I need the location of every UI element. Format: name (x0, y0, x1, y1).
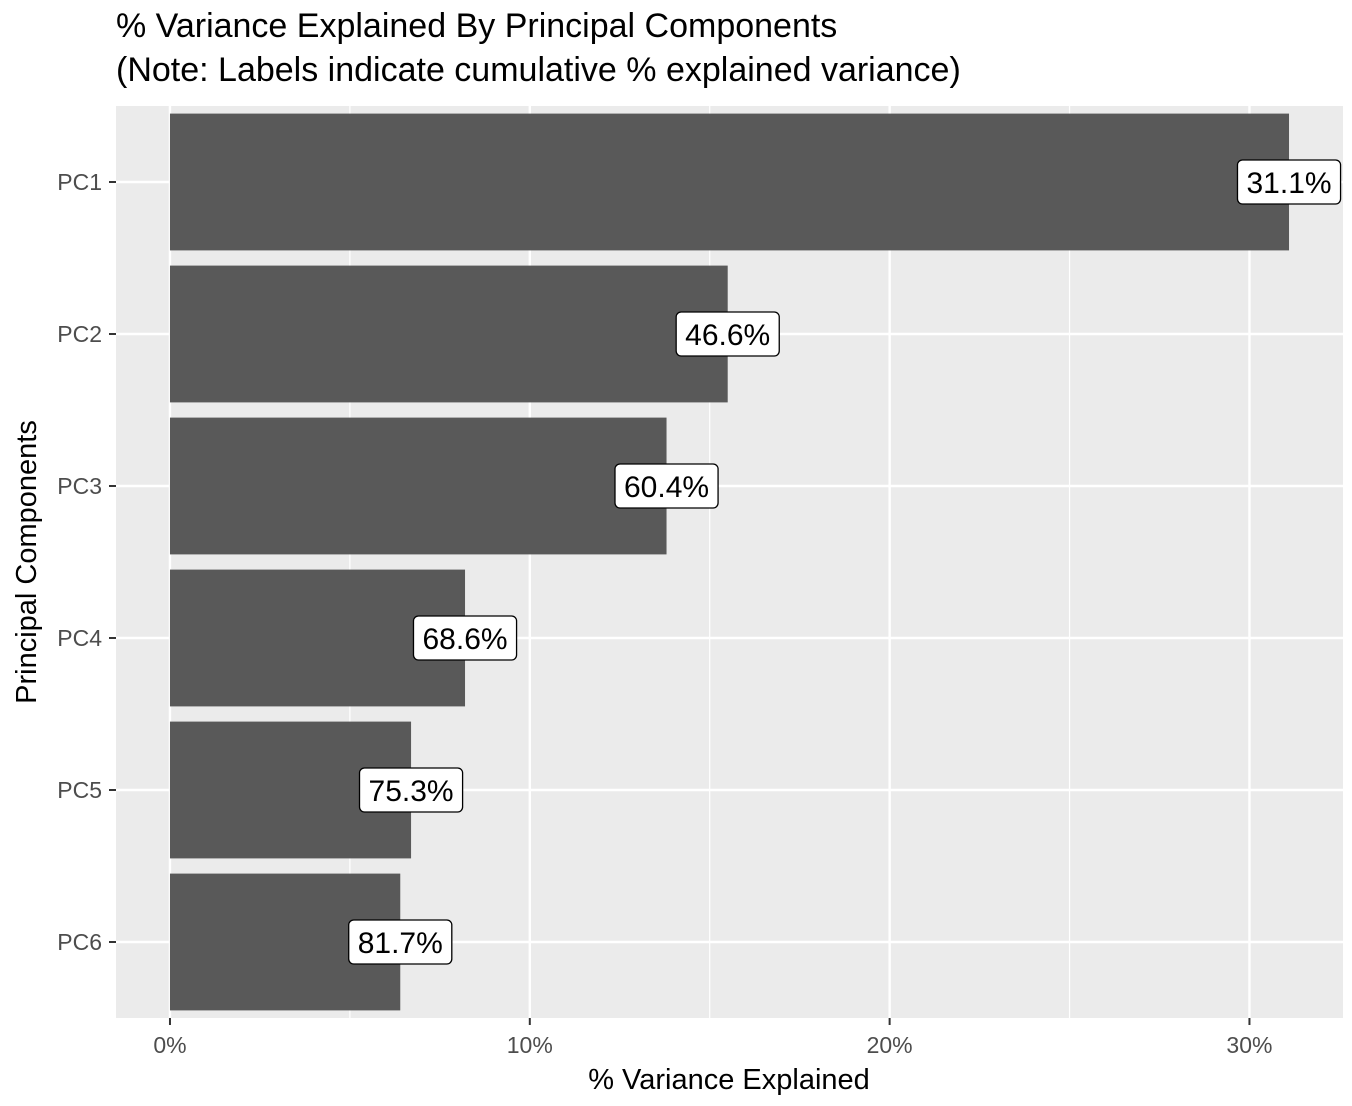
data-label-text: 81.7% (358, 927, 443, 960)
data-label-text: 75.3% (369, 775, 454, 808)
data-label-box (614, 463, 719, 509)
data-label-box (675, 311, 780, 357)
y-tick-label-pc1: PC1 (57, 169, 102, 195)
y-tick-label-pc4: PC4 (57, 625, 102, 651)
y-tick-label-pc6: PC6 (57, 929, 102, 955)
data-label-box (358, 767, 464, 813)
x-tick-label: 0% (153, 1032, 186, 1058)
data-label: 31.1% (1236, 159, 1342, 205)
data-labels: 31.1% 46.6% 60.4% 68.6% 75.3% 81.7% (348, 159, 1342, 965)
data-label: 68.6% (412, 615, 518, 661)
data-label-box (412, 615, 518, 661)
data-label-box (348, 919, 453, 965)
data-label-text: 68.6% (422, 623, 507, 656)
bar-pc1 (169, 113, 1290, 251)
chart-title: % Variance Explained By Principal Compon… (116, 7, 837, 45)
y-tick-label-pc2: PC2 (57, 321, 102, 347)
x-tick-label: 30% (1226, 1032, 1272, 1058)
x-axis: 0% 10% 20% 30% (153, 1018, 1272, 1058)
data-label-text: 46.6% (685, 319, 770, 352)
x-tick-label: 10% (507, 1032, 553, 1058)
data-label: 46.6% (675, 311, 780, 357)
data-label: 75.3% (358, 767, 464, 813)
y-tick-label-pc5: PC5 (57, 777, 102, 803)
y-axis: PC1 PC2 PC3 PC4 PC5 PC6 (57, 169, 116, 955)
chart-subtitle: (Note: Labels indicate cumulative % expl… (116, 51, 961, 89)
bar-pc2 (169, 265, 728, 403)
y-tick-label-pc3: PC3 (57, 473, 102, 499)
plot-panel (116, 106, 1343, 1018)
data-label-text: 31.1% (1246, 167, 1331, 200)
y-axis-title: Principal Components (11, 420, 43, 704)
x-axis-title: % Variance Explained (588, 1064, 870, 1096)
data-label-text: 60.4% (624, 471, 709, 504)
data-label: 60.4% (614, 463, 719, 509)
data-label: 81.7% (348, 919, 453, 965)
minor-gridlines (349, 106, 1071, 1018)
data-label-box (1236, 159, 1342, 205)
bar-pc3 (169, 417, 667, 555)
x-tick-label: 20% (867, 1032, 913, 1058)
